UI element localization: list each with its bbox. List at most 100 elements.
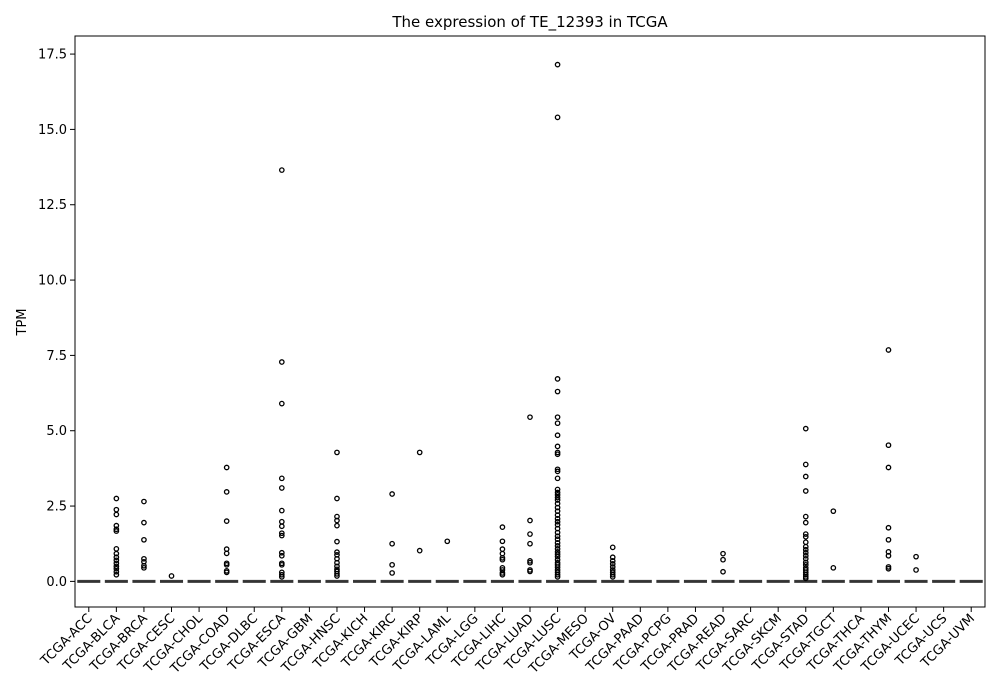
outlier-point — [554, 515, 561, 522]
outlier-point — [389, 491, 395, 497]
outlier-point — [554, 414, 561, 421]
outlier-point — [609, 554, 616, 561]
outlier-point — [141, 555, 147, 562]
outlier-point — [389, 561, 395, 568]
outlier-point — [802, 575, 809, 582]
outlier-point — [527, 568, 533, 575]
y-tick-label: 15.0 — [38, 123, 67, 138]
outlier-point — [554, 497, 561, 503]
outlier-point — [141, 536, 147, 543]
outlier-point — [554, 542, 561, 549]
outlier-point — [720, 568, 726, 575]
plot-area: 0.02.55.07.510.012.515.017.5TCGA-ACCTCGA… — [38, 48, 983, 677]
outlier-point — [334, 522, 340, 529]
plot-frame — [74, 35, 986, 608]
outlier-point — [802, 473, 809, 480]
outlier-point — [913, 567, 919, 573]
y-tick-label: 12.5 — [38, 198, 67, 213]
outlier-point — [278, 485, 285, 491]
outlier-point — [113, 554, 120, 561]
outlier-point — [168, 573, 175, 579]
outlier-point — [554, 536, 561, 543]
outlier-point — [278, 552, 285, 559]
outlier-point — [802, 559, 809, 566]
outlier-point — [278, 400, 285, 407]
outlier-point — [113, 563, 120, 570]
outlier-point — [416, 547, 423, 554]
outlier-point — [554, 420, 561, 427]
outlier-point — [113, 571, 120, 578]
outlier-point — [113, 565, 120, 572]
outlier-point — [554, 114, 561, 121]
outlier-point — [223, 464, 230, 471]
outlier-point — [554, 571, 561, 578]
outlier-point — [554, 61, 561, 68]
y-tick-label: 5.0 — [46, 424, 67, 439]
outlier-point — [720, 556, 726, 563]
outlier-point — [334, 571, 340, 577]
outlier-point — [113, 528, 120, 534]
outlier-point — [278, 475, 285, 482]
outlier-point — [554, 545, 561, 552]
outlier-point — [113, 511, 120, 518]
outlier-point — [554, 533, 561, 540]
outlier-point — [334, 549, 340, 556]
outlier-point — [334, 449, 340, 456]
outlier-point — [527, 531, 533, 537]
outlier-point — [527, 414, 533, 421]
outlier-point — [802, 425, 809, 432]
outlier-point — [609, 571, 616, 578]
outlier-point — [554, 564, 561, 571]
outlier-point — [802, 531, 809, 537]
outlier-point — [444, 538, 451, 545]
outlier-point — [554, 486, 561, 493]
outlier-point — [554, 539, 561, 546]
outlier-point — [802, 571, 809, 578]
outlier-point — [113, 550, 120, 557]
outlier-point — [278, 561, 285, 568]
outlier-point — [554, 512, 561, 518]
outlier-point — [554, 556, 561, 563]
outlier-point — [802, 543, 809, 550]
outlier-point — [554, 388, 561, 395]
outlier-point — [554, 574, 561, 580]
outlier-point — [334, 495, 340, 502]
outlier-point — [278, 530, 285, 537]
outlier-point — [527, 559, 533, 566]
outlier-point — [499, 538, 506, 545]
outlier-point — [113, 495, 120, 502]
outlier-point — [389, 540, 395, 547]
outlier-point — [223, 550, 230, 557]
outlier-point — [609, 561, 616, 567]
outlier-point — [720, 550, 726, 557]
y-tick-label: 17.5 — [38, 48, 67, 63]
outlier-point — [830, 508, 837, 515]
outlier-point — [554, 553, 561, 560]
outlier-point — [113, 560, 120, 567]
outlier-point — [554, 466, 561, 473]
chart-title: The expression of TE_12393 in TCGA — [391, 13, 668, 32]
y-tick-label: 10.0 — [38, 274, 67, 289]
outlier-point — [802, 561, 809, 568]
outlier-point — [278, 571, 285, 578]
outlier-point — [141, 498, 147, 505]
outlier-point — [334, 573, 340, 579]
outlier-point — [278, 532, 285, 539]
y-tick-label: 0.0 — [46, 575, 67, 590]
outlier-point — [499, 571, 506, 578]
outlier-point — [885, 442, 892, 449]
outlier-point — [499, 524, 506, 531]
outlier-point — [554, 376, 561, 382]
outlier-point — [885, 524, 892, 531]
outlier-point — [223, 561, 230, 568]
outlier-point — [113, 522, 120, 529]
outlier-point — [278, 359, 285, 365]
outlier-point — [278, 507, 285, 514]
outlier-point — [802, 488, 809, 494]
outlier-point — [334, 538, 340, 545]
outlier-point — [223, 518, 230, 524]
outlier-point — [389, 570, 395, 576]
outlier-point — [554, 551, 561, 558]
outlier-point — [609, 558, 616, 564]
